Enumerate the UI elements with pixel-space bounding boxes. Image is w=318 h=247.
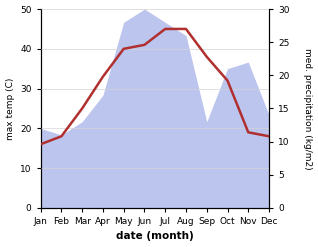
Y-axis label: med. precipitation (kg/m2): med. precipitation (kg/m2) xyxy=(303,48,313,169)
Y-axis label: max temp (C): max temp (C) xyxy=(5,77,15,140)
X-axis label: date (month): date (month) xyxy=(116,231,194,242)
